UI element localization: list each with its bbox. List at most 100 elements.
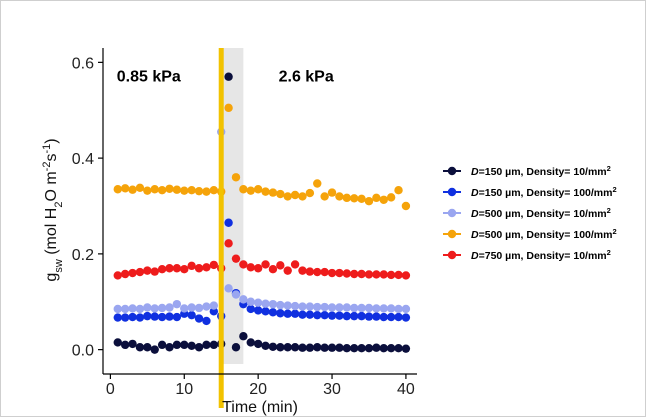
data-point-series-5 [246, 263, 255, 272]
data-point-series-2 [246, 304, 255, 314]
data-point-series-4 [313, 179, 322, 188]
data-point-series-2 [261, 307, 270, 316]
data-point-series-4 [202, 187, 211, 196]
data-point-series-1 [253, 339, 263, 349]
data-point-series-3 [209, 301, 219, 310]
data-point-series-1 [342, 344, 352, 353]
data-point-series-3 [386, 304, 396, 313]
data-point-series-1 [135, 343, 145, 352]
data-point-series-2 [150, 312, 159, 321]
data-point-series-3 [298, 302, 307, 311]
data-point-series-1 [239, 332, 248, 341]
data-point-series-2 [276, 309, 285, 318]
data-point-series-4 [276, 189, 285, 199]
data-point-series-3 [120, 304, 130, 314]
x-tick-label: 30 [323, 381, 341, 398]
data-point-series-3 [335, 303, 344, 312]
data-point-series-1 [157, 340, 167, 350]
data-point-series-2 [313, 310, 322, 320]
data-point-series-2 [113, 313, 122, 322]
data-point-series-4 [239, 185, 248, 194]
y-title-main: g [43, 273, 60, 282]
y-ticks: 0.0 0.2 0.4 0.6 [72, 55, 103, 360]
data-point-series-4 [135, 183, 145, 193]
data-point-series-1 [209, 340, 219, 350]
data-point-series-1 [276, 343, 285, 352]
data-point-series-2 [394, 312, 403, 322]
data-point-series-1 [298, 343, 307, 352]
data-point-series-3 [290, 301, 300, 311]
y-title-mid2: s [43, 154, 60, 162]
data-point-series-1 [224, 72, 233, 81]
data-point-series-1 [143, 343, 152, 352]
data-point-series-3 [327, 303, 337, 312]
phase-label-low-vpd: 0.85 kPa [117, 69, 181, 86]
y-tick-label: 0.6 [72, 55, 94, 72]
data-point-series-2 [224, 218, 233, 227]
data-point-series-1 [268, 342, 278, 351]
data-point-series-3 [128, 304, 137, 313]
legend-key-marker [447, 187, 457, 197]
data-point-series-4 [320, 192, 329, 201]
data-point-series-3 [283, 301, 292, 310]
data-point-series-4 [394, 186, 403, 195]
data-point-series-5 [379, 270, 388, 279]
data-point-series-5 [261, 260, 270, 269]
data-point-series-2 [253, 306, 263, 315]
data-point-series-1 [113, 338, 122, 347]
data-point-series-4 [386, 193, 396, 202]
data-point-series-5 [224, 239, 233, 248]
data-point-series-5 [357, 269, 366, 279]
legend-key-marker [447, 250, 457, 260]
data-point-series-5 [276, 261, 285, 270]
data-point-series-1 [305, 343, 315, 352]
data-point-series-5 [187, 261, 196, 271]
data-point-series-4 [261, 187, 270, 196]
data-point-series-5 [298, 266, 307, 275]
data-point-series-2 [128, 312, 137, 322]
data-point-series-4 [283, 192, 292, 201]
data-point-series-5 [335, 268, 344, 278]
data-point-series-2 [379, 312, 388, 322]
data-point-series-2 [202, 316, 211, 326]
data-point-series-2 [335, 311, 344, 320]
data-point-series-2 [327, 311, 337, 320]
data-point-series-5 [231, 254, 241, 263]
data-point-series-3 [253, 298, 263, 307]
data-point-series-3 [268, 299, 278, 309]
data-point-series-2 [187, 310, 196, 320]
data-point-series-1 [350, 344, 359, 353]
data-point-series-5 [320, 267, 329, 277]
legend-entry-label: D=750 µm, Density= 10/mm2 [471, 248, 611, 263]
data-point-series-1 [128, 339, 137, 349]
data-point-series-4 [253, 185, 263, 194]
data-point-series-5 [143, 266, 152, 275]
legend-entry-label: D=150 µm, Density= 10/mm2 [471, 164, 611, 179]
data-point-series-1 [187, 341, 196, 351]
data-point-series-5 [350, 269, 359, 279]
data-point-series-1 [335, 343, 344, 352]
data-point-series-1 [394, 344, 403, 353]
data-point-series-3 [261, 299, 270, 308]
data-point-series-4 [305, 188, 315, 198]
data-point-series-4 [172, 185, 182, 194]
data-point-series-1 [290, 343, 300, 352]
legend-entry-label: D=500 µm, Density= 10/mm2 [471, 206, 611, 221]
data-point-series-1 [386, 344, 396, 353]
legend-entry-label: D=150 µm, Density= 100/mm2 [471, 185, 617, 200]
data-point-series-3 [180, 304, 189, 313]
data-point-series-1 [202, 340, 211, 350]
data-point-series-3 [157, 303, 167, 313]
data-point-series-5 [150, 267, 159, 276]
data-point-series-2 [342, 311, 352, 321]
data-point-series-2 [401, 313, 411, 322]
data-point-series-2 [143, 311, 152, 321]
data-point-series-5 [209, 260, 219, 270]
data-point-series-5 [194, 264, 204, 273]
data-point-series-5 [120, 269, 130, 279]
data-point-series-2 [298, 310, 307, 319]
data-point-series-1 [372, 343, 381, 352]
data-point-series-3 [364, 303, 374, 313]
data-point-series-5 [268, 265, 278, 274]
